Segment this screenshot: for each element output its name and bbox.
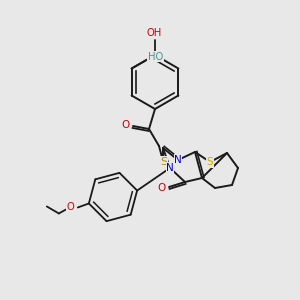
Text: N: N [174, 155, 182, 165]
Text: S: S [207, 157, 213, 167]
Text: OH: OH [146, 28, 162, 38]
Text: S: S [160, 157, 167, 167]
Text: O: O [122, 120, 130, 130]
Text: HO: HO [148, 52, 163, 61]
Text: O: O [158, 183, 166, 193]
Text: O: O [67, 202, 75, 212]
Text: N: N [166, 163, 174, 173]
